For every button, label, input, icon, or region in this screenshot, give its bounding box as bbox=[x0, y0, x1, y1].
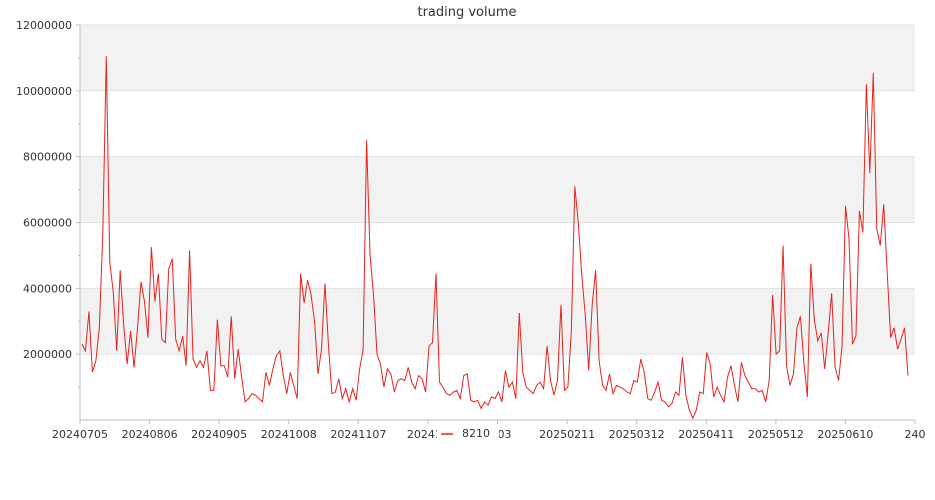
x-axis-ticks: 20240705 20240806 20240905 20241008 20241107… bbox=[52, 420, 926, 441]
x-tick-label: 20250312 bbox=[609, 428, 665, 441]
y-tick-label: 2000000 bbox=[23, 348, 72, 361]
x-tick-label: 20240705 bbox=[52, 428, 108, 441]
y-tick-label: 12000000 bbox=[16, 19, 72, 32]
x-tick-label: 20240905 bbox=[191, 428, 247, 441]
x-tick-label: 20240806 bbox=[122, 428, 178, 441]
y-tick-label: 8000000 bbox=[23, 151, 72, 164]
y-tick-label: 4000000 bbox=[23, 282, 72, 295]
y-tick-label: 6000000 bbox=[23, 217, 72, 230]
x-tick-label: 20241107 bbox=[330, 428, 386, 441]
chart-title: trading volume bbox=[417, 5, 516, 20]
series-line-8210 bbox=[81, 56, 909, 420]
grid-band bbox=[80, 156, 915, 223]
y-tick-label: 10000000 bbox=[16, 85, 72, 98]
grid-bands bbox=[80, 25, 915, 355]
x-tick-label: 20241008 bbox=[261, 428, 317, 441]
y-axis-ticks: 2000000 4000000 6000000 8000000 10000000 1200… bbox=[16, 19, 80, 388]
legend-label: 8210 bbox=[462, 427, 490, 440]
x-tick-label: 240 bbox=[905, 428, 926, 441]
x-tick-label: 20250610 bbox=[817, 428, 873, 441]
x-tick-label: 20250512 bbox=[748, 428, 804, 441]
grid-band bbox=[80, 288, 915, 355]
x-tick-label: 20250211 bbox=[539, 428, 595, 441]
grid-band bbox=[80, 25, 915, 91]
legend: 8210 bbox=[437, 425, 499, 441]
x-tick-label: 20250411 bbox=[678, 428, 734, 441]
legend-background bbox=[437, 425, 499, 441]
